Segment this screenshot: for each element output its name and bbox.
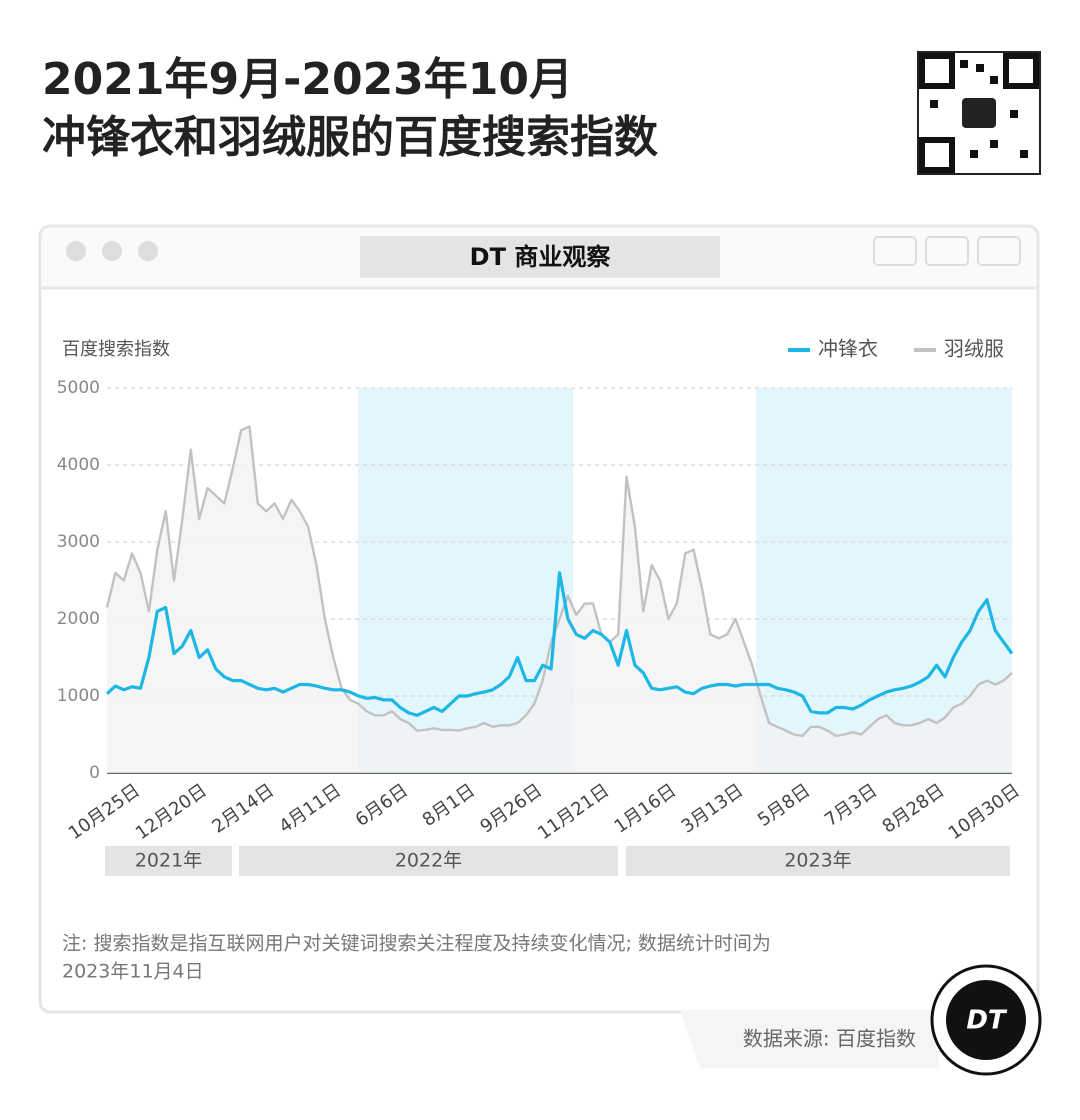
- note: 2023年11月4日: [62, 961, 204, 983]
- year-label: 2022年: [395, 850, 462, 872]
- legend-label: 冲锋衣: [818, 337, 878, 361]
- year-label: 2023年: [784, 850, 851, 872]
- y-axis-label: 百度搜索指数: [62, 339, 170, 360]
- note: 注: 搜索指数是指互联网用户对关键词搜索关注程度及持续变化情况; 数据统计时间为: [62, 933, 771, 955]
- y-tick-label: 0: [89, 763, 100, 783]
- year-label: 2021年: [135, 850, 202, 872]
- year-band: [239, 846, 618, 876]
- source-tab: [680, 1010, 940, 1068]
- y-tick-label: 2000: [57, 609, 100, 629]
- line: [105, 571, 1014, 717]
- qr-code: [917, 51, 1041, 175]
- y-tick-label: 3000: [57, 532, 100, 552]
- y-tick-label: 1000: [57, 686, 100, 706]
- year-band: [105, 846, 232, 876]
- window-title: DT 商业观察: [470, 243, 612, 271]
- title-line: 冲锋衣和羽绒服的百度搜索指数: [42, 112, 658, 163]
- source: 数据来源: 百度指数: [743, 1027, 916, 1051]
- year-band: [626, 846, 1010, 876]
- line: [105, 425, 1013, 738]
- y-tick-label: 5000: [57, 378, 100, 398]
- area: [107, 426, 1012, 773]
- title-line: 2021年9月-2023年10月: [42, 54, 573, 105]
- logo-text: DT: [966, 1006, 1008, 1036]
- y-tick-label: 4000: [57, 455, 100, 475]
- logo: [946, 980, 1026, 1060]
- legend-label: 羽绒服: [944, 337, 1004, 361]
